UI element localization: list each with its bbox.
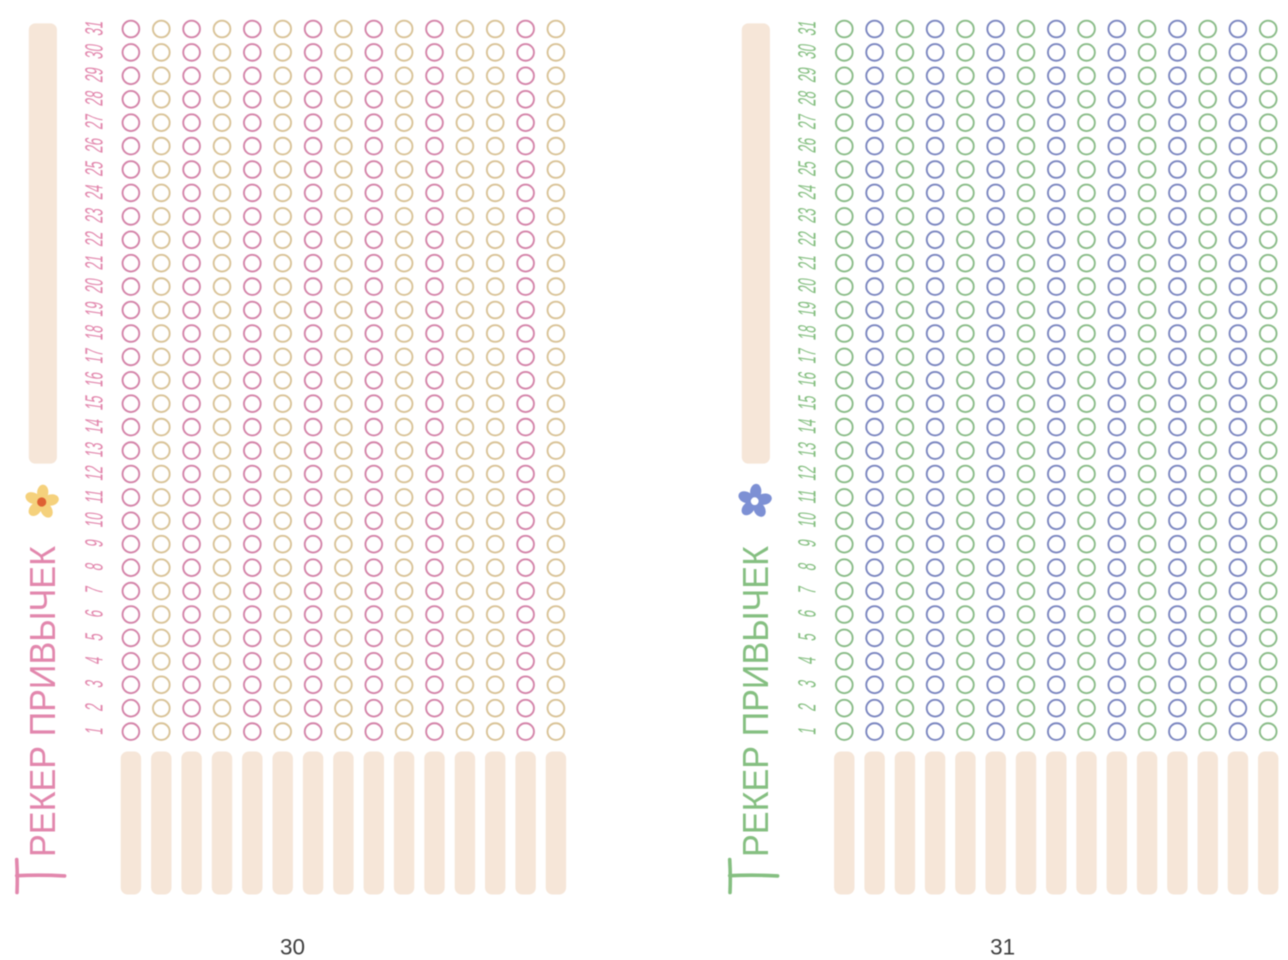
svg-text:25: 25 bbox=[794, 159, 821, 177]
svg-text:6: 6 bbox=[794, 608, 821, 619]
svg-text:23: 23 bbox=[81, 206, 108, 224]
svg-text:21: 21 bbox=[81, 253, 108, 271]
svg-text:27: 27 bbox=[794, 112, 821, 130]
svg-text:18: 18 bbox=[794, 323, 821, 341]
svg-text:13: 13 bbox=[794, 440, 821, 458]
svg-text:31: 31 bbox=[990, 935, 1015, 955]
svg-text:20: 20 bbox=[794, 276, 821, 294]
svg-text:7: 7 bbox=[794, 585, 821, 596]
svg-text:19: 19 bbox=[794, 300, 821, 318]
svg-text:16: 16 bbox=[794, 370, 821, 388]
svg-text:23: 23 bbox=[794, 206, 821, 224]
svg-text:12: 12 bbox=[794, 464, 821, 482]
svg-text:10: 10 bbox=[81, 511, 108, 529]
svg-text:26: 26 bbox=[81, 136, 108, 154]
svg-text:31: 31 bbox=[81, 19, 108, 37]
svg-text:26: 26 bbox=[794, 136, 821, 154]
svg-text:15: 15 bbox=[81, 393, 108, 411]
svg-text:22: 22 bbox=[794, 230, 821, 248]
svg-text:11: 11 bbox=[81, 488, 108, 505]
svg-text:9: 9 bbox=[81, 538, 108, 549]
svg-text:9: 9 bbox=[794, 538, 821, 549]
svg-text:1: 1 bbox=[81, 725, 108, 736]
svg-text:31: 31 bbox=[794, 19, 821, 37]
svg-text:РЕКЕР ПРИВЫЧЕК: РЕКЕР ПРИВЫЧЕК bbox=[735, 546, 776, 857]
svg-text:14: 14 bbox=[794, 417, 821, 435]
svg-text:28: 28 bbox=[794, 89, 821, 107]
svg-text:11: 11 bbox=[794, 488, 821, 505]
svg-text:1: 1 bbox=[794, 725, 821, 736]
svg-text:6: 6 bbox=[81, 608, 108, 619]
svg-text:15: 15 bbox=[794, 393, 821, 411]
svg-text:21: 21 bbox=[794, 253, 821, 271]
svg-text:4: 4 bbox=[81, 655, 108, 666]
svg-text:12: 12 bbox=[81, 464, 108, 482]
svg-text:25: 25 bbox=[81, 159, 108, 177]
svg-text:18: 18 bbox=[81, 323, 108, 341]
svg-text:2: 2 bbox=[794, 702, 821, 713]
svg-text:24: 24 bbox=[794, 183, 821, 201]
svg-text:29: 29 bbox=[81, 66, 108, 84]
svg-text:10: 10 bbox=[794, 511, 821, 529]
svg-text:2: 2 bbox=[81, 702, 108, 713]
svg-text:29: 29 bbox=[794, 66, 821, 84]
svg-text:16: 16 bbox=[81, 370, 108, 388]
svg-text:8: 8 bbox=[81, 561, 108, 572]
svg-text:24: 24 bbox=[81, 183, 108, 201]
svg-text:30: 30 bbox=[81, 42, 108, 60]
svg-text:5: 5 bbox=[81, 631, 108, 642]
svg-text:3: 3 bbox=[794, 678, 821, 689]
svg-text:30: 30 bbox=[794, 42, 821, 60]
svg-text:19: 19 bbox=[81, 300, 108, 318]
svg-text:8: 8 bbox=[794, 561, 821, 572]
svg-text:14: 14 bbox=[81, 417, 108, 435]
svg-text:5: 5 bbox=[794, 631, 821, 642]
svg-text:22: 22 bbox=[81, 230, 108, 248]
svg-text:30: 30 bbox=[280, 935, 305, 955]
svg-text:17: 17 bbox=[794, 347, 821, 365]
svg-text:4: 4 bbox=[794, 655, 821, 666]
svg-text:3: 3 bbox=[81, 678, 108, 689]
svg-text:13: 13 bbox=[81, 440, 108, 458]
svg-text:17: 17 bbox=[81, 347, 108, 365]
svg-text:20: 20 bbox=[81, 276, 108, 294]
svg-text:РЕКЕР ПРИВЫЧЕК: РЕКЕР ПРИВЫЧЕК bbox=[22, 546, 63, 857]
svg-text:28: 28 bbox=[81, 89, 108, 107]
svg-text:27: 27 bbox=[81, 112, 108, 130]
svg-text:7: 7 bbox=[81, 585, 108, 596]
